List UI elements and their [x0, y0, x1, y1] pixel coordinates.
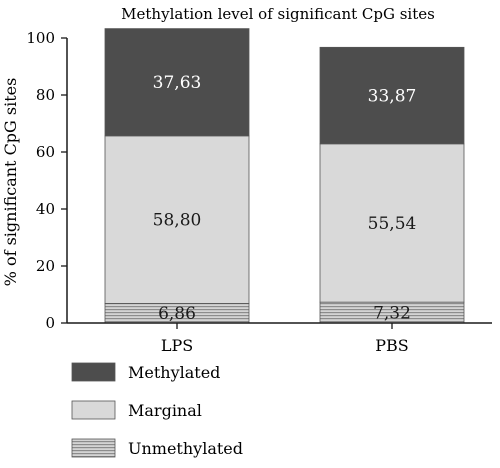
y-tick-label: 100: [26, 29, 55, 47]
data-label: 7,32: [373, 304, 411, 324]
legend: Methylated Marginal Unmethylated: [71, 362, 243, 458]
legend-swatch-marginal: [71, 400, 116, 420]
y-axis-label: % of significant CpG sites: [1, 78, 20, 287]
legend-label-methylated: Methylated: [128, 363, 220, 382]
legend-label-unmethylated: Unmethylated: [128, 439, 243, 458]
data-label: 6,86: [158, 304, 196, 324]
chart-title: Methylation level of significant CpG sit…: [121, 5, 435, 23]
x-axis: LPS PBS: [67, 322, 492, 355]
bar-segment-marginal-pbs: [319, 143, 465, 303]
data-label: 33,87: [368, 87, 417, 107]
legend-swatch-unmethylated: [71, 438, 116, 458]
data-label: 37,63: [153, 73, 202, 93]
x-tick-label: LPS: [161, 336, 193, 355]
bar-segment-methylated-lps: [104, 28, 250, 137]
y-tick-label: 0: [45, 314, 55, 332]
y-tick-label: 40: [36, 200, 55, 218]
x-tick-label: PBS: [375, 336, 408, 355]
bar-segment-methylated-pbs: [319, 46, 465, 145]
y-tick-label: 80: [36, 86, 55, 104]
y-tick-label: 20: [36, 257, 55, 275]
y-tick-label: 60: [36, 143, 55, 161]
legend-swatch-methylated: [71, 362, 116, 382]
legend-label-marginal: Marginal: [128, 401, 202, 420]
bars-group: 6,86 58,80 37,63 7,32 55,54 33,87: [104, 28, 465, 324]
data-label: 55,54: [368, 214, 417, 234]
y-axis: 0 20 40 60 80 100: [26, 29, 68, 332]
data-label: 58,80: [153, 211, 202, 231]
